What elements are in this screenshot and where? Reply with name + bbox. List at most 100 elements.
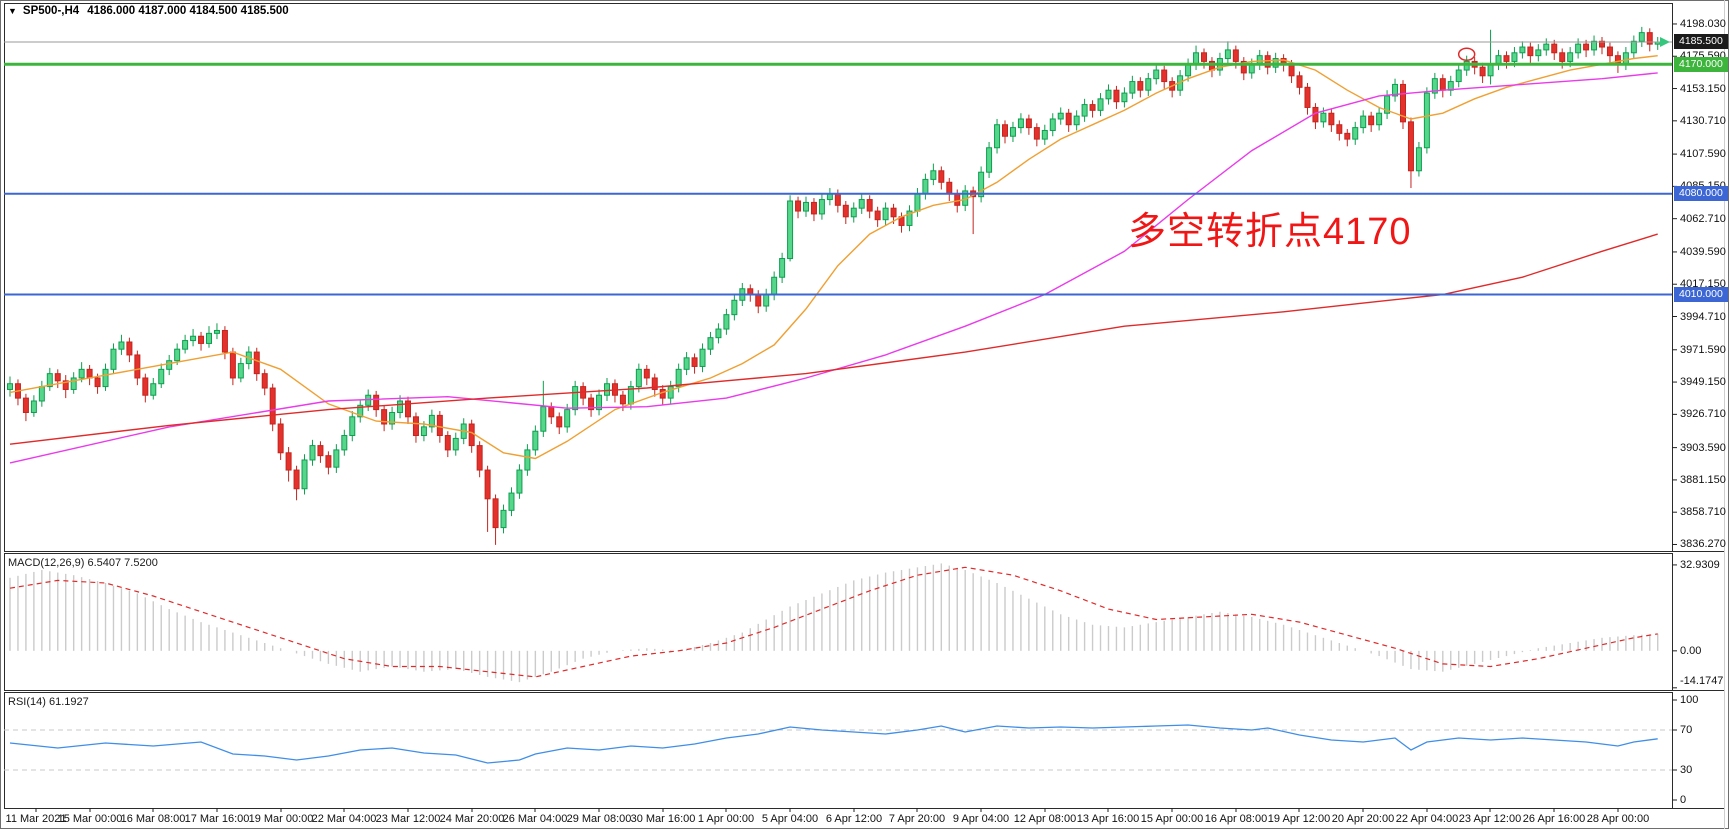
rsi-panel-frame (4, 692, 1673, 809)
symbol-name: SP500-,H4 (22, 5, 80, 17)
candle-up (906, 210, 913, 226)
candle-up (1073, 115, 1080, 126)
macd-panel-frame (4, 553, 1673, 691)
candle-up (635, 368, 642, 388)
candle-up (564, 409, 571, 428)
macd-axis-label: -14.1747 (1680, 675, 1724, 687)
candle-up (818, 199, 825, 215)
price-axis-label: 3926.710 (1680, 408, 1726, 421)
candle-down (492, 498, 499, 529)
rsi-axis-label: 30 (1680, 764, 1693, 776)
candle-up (309, 445, 316, 461)
candle-down (1527, 46, 1534, 57)
candle-up (1567, 52, 1574, 62)
candle-up (850, 207, 857, 218)
candle-up (882, 207, 889, 221)
candle-down (1559, 52, 1566, 62)
candle-down (229, 351, 236, 379)
candle-down (1368, 115, 1375, 126)
price-axis-label: 3949.150 (1680, 376, 1726, 389)
price-axis-label: 4039.590 (1680, 245, 1726, 258)
candle-up (1081, 104, 1088, 117)
candle-up (206, 332, 212, 344)
candle-up (1193, 52, 1200, 65)
candle-up (428, 414, 435, 428)
candle-down (1296, 75, 1303, 88)
candle-down (1161, 69, 1168, 83)
candle-down (1503, 55, 1510, 62)
candle-down (62, 380, 69, 390)
symbol-ohlc-values: 4186.000 4187.000 4184.500 4185.500 (87, 5, 289, 17)
time-axis-label: 19 Mar 00:00 (248, 813, 314, 825)
symbol-dropdown-icon[interactable]: ▼ (8, 6, 17, 16)
candle-up (1153, 69, 1160, 80)
candle-down (293, 469, 300, 490)
candle-up (174, 348, 181, 362)
chart-annotation-text: 多空转折点4170 (1128, 211, 1412, 253)
candle-up (1591, 40, 1598, 51)
candle-up (46, 373, 53, 388)
candle-up (1105, 89, 1112, 100)
candle-down (1599, 40, 1605, 48)
candle-down (412, 416, 419, 437)
time-axis-label: 11 Mar 2021 (5, 813, 67, 825)
candle-up (715, 328, 722, 339)
time-axis-label: 26 Apr 16:00 (1522, 813, 1586, 825)
candle-up (1487, 63, 1494, 77)
time-axis-label: 23 Mar 12:00 (375, 813, 441, 825)
price-axis-label: 3858.710 (1680, 506, 1726, 519)
rsi-indicator-label: RSI(14) 61.1927 (8, 696, 89, 708)
candle-down (22, 397, 29, 413)
candle-down (691, 357, 698, 367)
candle-down (588, 397, 595, 411)
candle-down (54, 373, 61, 382)
time-axis-label: 16 Apr 08:00 (1204, 813, 1268, 825)
time-axis-label: 17 Mar 16:00 (184, 813, 250, 825)
bid-arrow-icon (1660, 36, 1670, 47)
candle-up (1519, 46, 1526, 54)
time-axis-label: 23 Apr 12:00 (1458, 813, 1522, 825)
candle-up (1049, 118, 1056, 131)
candle-up (803, 201, 809, 212)
candle-down (1439, 78, 1446, 91)
time-axis-label: 16 Mar 08:00 (120, 813, 186, 825)
candle-up (930, 170, 937, 180)
candle-down (1583, 43, 1590, 51)
candle-up (604, 383, 610, 396)
candle-up (779, 258, 786, 278)
time-axis-label: 12 Apr 08:00 (1013, 813, 1077, 825)
candle-up (787, 200, 794, 260)
candle-up (763, 294, 770, 307)
candle-up (596, 394, 603, 411)
candle-up (1543, 43, 1550, 51)
price-badge: 4185.500 (1674, 34, 1728, 50)
time-axis-label: 22 Apr 04:00 (1395, 813, 1459, 825)
candle-up (397, 400, 404, 413)
candle-down (1328, 112, 1335, 126)
candle-down (1033, 127, 1040, 140)
candle-down (444, 435, 451, 451)
candle-down (1232, 49, 1239, 62)
candle-up (341, 435, 348, 451)
candle-down (1288, 63, 1295, 77)
candle-down (795, 200, 802, 212)
price-axis-label: 3994.710 (1680, 310, 1726, 323)
candle-up (158, 368, 165, 385)
candle-down (1344, 132, 1351, 140)
red-circle-marker (1457, 47, 1476, 61)
candle-up (1185, 63, 1192, 77)
time-axis-label: 1 Apr 00:00 (697, 813, 755, 825)
candle-down (1304, 86, 1311, 108)
candle-up (540, 406, 547, 432)
candle-down (198, 335, 205, 344)
candle-down (954, 193, 961, 206)
time-axis-label: 24 Mar 20:00 (439, 813, 505, 825)
candle-down (1137, 81, 1144, 91)
candle-up (333, 449, 340, 468)
candle-down (86, 368, 93, 379)
candle-up (190, 335, 197, 342)
macd-signal-line (9, 566, 1658, 678)
candle-down (221, 329, 228, 353)
macd-indicator-label: MACD(12,26,9) 6.5407 7.5200 (8, 557, 158, 569)
